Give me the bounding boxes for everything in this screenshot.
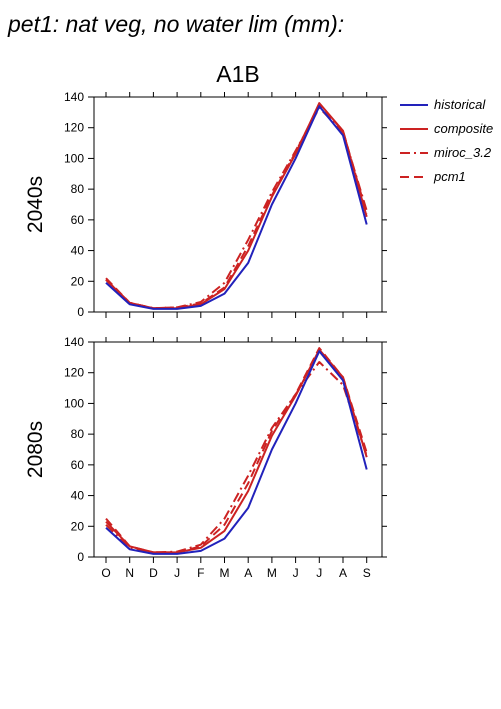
panel-label: 2080s: [24, 421, 47, 478]
series-line-historical: [105, 105, 368, 310]
y-tick-label: 80: [71, 427, 85, 441]
x-tick-label: S: [363, 566, 371, 580]
legend-label: historical: [434, 97, 486, 112]
legend-item-pcm1: pcm1: [400, 169, 466, 184]
y-tick-label: 40: [71, 489, 85, 503]
x-tick-label: F: [197, 566, 204, 580]
figure-title: pet1: nat veg, no water lim (mm):: [7, 11, 344, 37]
y-tick-label: 80: [71, 182, 85, 196]
y-tick-label: 60: [71, 458, 85, 472]
x-tick-label: J: [293, 566, 299, 580]
series-line-pcm1: [105, 347, 368, 554]
y-tick-label: 40: [71, 244, 85, 258]
x-tick-label: A: [339, 566, 347, 580]
y-tick-label: 0: [77, 305, 84, 319]
series-line-miroc_3.2: [105, 361, 368, 554]
legend-item-historical: historical: [400, 97, 486, 112]
x-tick-label: D: [149, 566, 158, 580]
y-tick-label: 20: [71, 519, 85, 533]
legend-item-miroc_3.2: miroc_3.2: [400, 145, 492, 160]
legend-label: miroc_3.2: [434, 145, 492, 160]
y-tick-label: 100: [64, 151, 84, 165]
legend-item-composite: composite: [400, 121, 493, 136]
y-tick-label: 100: [64, 396, 84, 410]
x-tick-label: M: [220, 566, 230, 580]
legend-label: composite: [434, 121, 493, 136]
y-tick-label: 20: [71, 274, 85, 288]
x-tick-label: N: [125, 566, 134, 580]
y-tick-label: 60: [71, 213, 85, 227]
x-tick-label: J: [174, 566, 180, 580]
legend-label: pcm1: [433, 169, 466, 184]
x-tick-label: O: [101, 566, 110, 580]
y-tick-label: 140: [64, 335, 84, 349]
panel-2040s: 0 20 40 60 80 100 120 140 2040s: [24, 90, 387, 319]
y-tick-label: 120: [64, 121, 84, 135]
chart-panels: 0 20 40 60 80 100 120 140 2040s 0 20 40 60 80 100 120 14…: [24, 90, 387, 580]
panel-label: 2040s: [24, 176, 47, 233]
y-tick-label: 120: [64, 366, 84, 380]
series-line-pcm1: [105, 103, 368, 310]
y-tick-label: 0: [77, 550, 84, 564]
x-tick-label: M: [267, 566, 277, 580]
legend: historical composite miroc_3.2 pcm1: [400, 97, 493, 184]
x-tick-label: J: [316, 566, 322, 580]
series-line-historical: [105, 350, 368, 555]
y-tick-label: 140: [64, 90, 84, 104]
x-tick-label: A: [244, 566, 252, 580]
plot-frame: [93, 96, 383, 313]
scenario-title: A1B: [216, 61, 259, 87]
plot-frame: [93, 341, 383, 558]
